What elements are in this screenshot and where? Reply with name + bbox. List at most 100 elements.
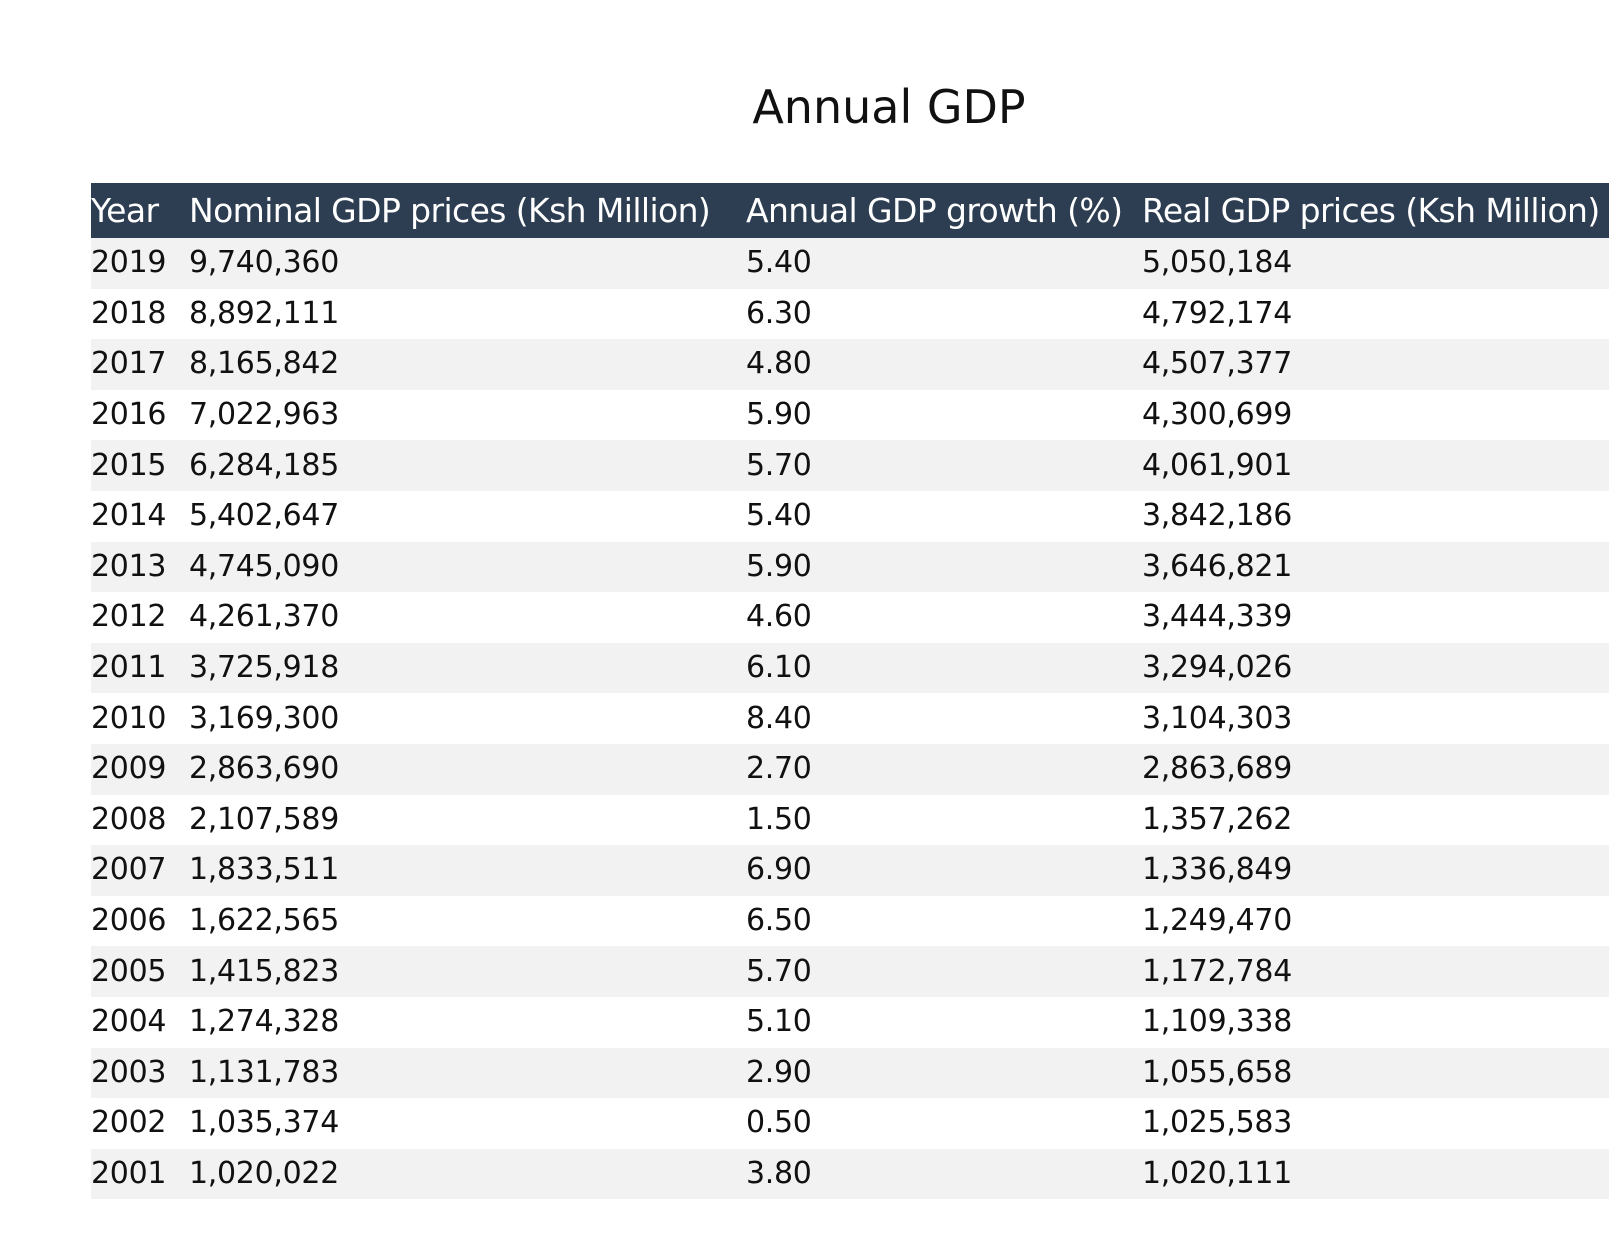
- cell-gdp-growth: 5.70: [746, 953, 812, 989]
- cell-year: 2004: [91, 1004, 167, 1040]
- column-header-nominal-gdp: Nominal GDP prices (Ksh Million): [189, 191, 711, 230]
- column-header-year: Year: [91, 191, 159, 230]
- cell-real-gdp: 4,792,174: [1142, 295, 1292, 331]
- cell-real-gdp: 3,646,821: [1142, 548, 1292, 584]
- table-row: 2013 4,745,090 5.90 3,646,821: [91, 541, 1609, 593]
- cell-nominal-gdp: 1,131,783: [189, 1054, 339, 1090]
- cell-nominal-gdp: 4,745,090: [189, 548, 339, 584]
- cell-year: 2019: [91, 245, 167, 281]
- table-row: 2019 9,740,360 5.40 5,050,184: [91, 238, 1609, 289]
- table-row: 2005 1,415,823 5.70 1,172,784: [91, 946, 1609, 997]
- column-header-real-gdp: Real GDP prices (Ksh Million): [1142, 191, 1600, 230]
- cell-nominal-gdp: 1,035,374: [189, 1105, 339, 1141]
- cell-year: 2011: [91, 650, 167, 686]
- cell-gdp-growth: 6.90: [746, 852, 812, 888]
- table-header: Year Nominal GDP prices (Ksh Million) An…: [91, 183, 1609, 238]
- cell-year: 2008: [91, 801, 167, 837]
- cell-gdp-growth: 1.50: [746, 801, 812, 837]
- cell-real-gdp: 3,842,186: [1142, 498, 1292, 534]
- cell-nominal-gdp: 7,022,963: [189, 397, 339, 433]
- cell-real-gdp: 1,055,658: [1142, 1054, 1292, 1090]
- cell-nominal-gdp: 1,274,328: [189, 1004, 339, 1040]
- cell-real-gdp: 3,444,339: [1142, 599, 1292, 635]
- cell-gdp-growth: 6.10: [746, 650, 812, 686]
- cell-year: 2013: [91, 548, 167, 584]
- cell-real-gdp: 1,249,470: [1142, 903, 1292, 939]
- table-row: 2004 1,274,328 5.10 1,109,338: [91, 996, 1609, 1048]
- cell-year: 2010: [91, 700, 167, 736]
- cell-nominal-gdp: 2,863,690: [189, 751, 339, 787]
- cell-nominal-gdp: 9,740,360: [189, 245, 339, 281]
- table-row: 2006 1,622,565 6.50 1,249,470: [91, 895, 1609, 947]
- cell-gdp-growth: 5.40: [746, 245, 812, 281]
- cell-gdp-growth: 5.10: [746, 1004, 812, 1040]
- table-row: 2012 4,261,370 4.60 3,444,339: [91, 592, 1609, 643]
- cell-nominal-gdp: 1,020,022: [189, 1155, 339, 1191]
- cell-nominal-gdp: 1,833,511: [189, 852, 339, 888]
- cell-real-gdp: 4,061,901: [1142, 447, 1292, 483]
- cell-gdp-growth: 5.90: [746, 548, 812, 584]
- cell-year: 2006: [91, 903, 167, 939]
- cell-year: 2015: [91, 447, 167, 483]
- cell-gdp-growth: 2.90: [746, 1054, 812, 1090]
- cell-gdp-growth: 5.90: [746, 397, 812, 433]
- cell-nominal-gdp: 3,169,300: [189, 700, 339, 736]
- cell-gdp-growth: 2.70: [746, 751, 812, 787]
- cell-real-gdp: 3,104,303: [1142, 700, 1292, 736]
- cell-year: 2005: [91, 953, 167, 989]
- cell-real-gdp: 2,863,689: [1142, 751, 1292, 787]
- header-row: Year Nominal GDP prices (Ksh Million) An…: [91, 183, 1609, 238]
- table-row: 2016 7,022,963 5.90 4,300,699: [91, 389, 1609, 441]
- column-header-gdp-growth: Annual GDP growth (%): [746, 191, 1123, 230]
- cell-year: 2018: [91, 295, 167, 331]
- cell-gdp-growth: 8.40: [746, 700, 812, 736]
- gdp-table: Year Nominal GDP prices (Ksh Million) An…: [91, 183, 1609, 1200]
- table-row: 2002 1,035,374 0.50 1,025,583: [91, 1098, 1609, 1149]
- table-row: 2007 1,833,511 6.90 1,336,849: [91, 845, 1609, 896]
- cell-real-gdp: 5,050,184: [1142, 245, 1292, 281]
- cell-nominal-gdp: 2,107,589: [189, 801, 339, 837]
- cell-real-gdp: 4,507,377: [1142, 346, 1292, 382]
- cell-nominal-gdp: 1,622,565: [189, 903, 339, 939]
- cell-gdp-growth: 5.70: [746, 447, 812, 483]
- cell-gdp-growth: 4.60: [746, 599, 812, 635]
- cell-year: 2001: [91, 1155, 167, 1191]
- cell-year: 2017: [91, 346, 167, 382]
- chart-title: Annual GDP: [752, 80, 1026, 134]
- cell-nominal-gdp: 4,261,370: [189, 599, 339, 635]
- cell-real-gdp: 3,294,026: [1142, 650, 1292, 686]
- cell-year: 2014: [91, 498, 167, 534]
- cell-gdp-growth: 6.30: [746, 295, 812, 331]
- cell-year: 2009: [91, 751, 167, 787]
- table-row: 2014 5,402,647 5.40 3,842,186: [91, 490, 1609, 542]
- table-row: 2015 6,284,185 5.70 4,061,901: [91, 440, 1609, 491]
- cell-gdp-growth: 3.80: [746, 1155, 812, 1191]
- table-row: 2018 8,892,111 6.30 4,792,174: [91, 288, 1609, 340]
- cell-real-gdp: 1,336,849: [1142, 852, 1292, 888]
- cell-year: 2007: [91, 852, 167, 888]
- table-row: 2011 3,725,918 6.10 3,294,026: [91, 642, 1609, 694]
- cell-nominal-gdp: 6,284,185: [189, 447, 339, 483]
- cell-real-gdp: 1,357,262: [1142, 801, 1292, 837]
- cell-year: 2016: [91, 397, 167, 433]
- cell-gdp-growth: 4.80: [746, 346, 812, 382]
- cell-real-gdp: 1,109,338: [1142, 1004, 1292, 1040]
- cell-nominal-gdp: 3,725,918: [189, 650, 339, 686]
- cell-nominal-gdp: 8,165,842: [189, 346, 339, 382]
- cell-gdp-growth: 5.40: [746, 498, 812, 534]
- cell-year: 2002: [91, 1105, 167, 1141]
- cell-nominal-gdp: 5,402,647: [189, 498, 339, 534]
- table-row: 2010 3,169,300 8.40 3,104,303: [91, 693, 1609, 744]
- table-row: 2009 2,863,690 2.70 2,863,689: [91, 743, 1609, 795]
- cell-gdp-growth: 0.50: [746, 1105, 812, 1141]
- table-row: 2001 1,020,022 3.80 1,020,111: [91, 1148, 1609, 1200]
- cell-real-gdp: 1,025,583: [1142, 1105, 1292, 1141]
- table-row: 2008 2,107,589 1.50 1,357,262: [91, 794, 1609, 846]
- table-row: 2003 1,131,783 2.90 1,055,658: [91, 1047, 1609, 1099]
- cell-year: 2012: [91, 599, 167, 635]
- cell-real-gdp: 4,300,699: [1142, 397, 1292, 433]
- cell-nominal-gdp: 1,415,823: [189, 953, 339, 989]
- cell-gdp-growth: 6.50: [746, 903, 812, 939]
- table-body: 2019 9,740,360 5.40 5,050,184 2018 8,892,111 6…: [91, 238, 1609, 1200]
- cell-year: 2003: [91, 1054, 167, 1090]
